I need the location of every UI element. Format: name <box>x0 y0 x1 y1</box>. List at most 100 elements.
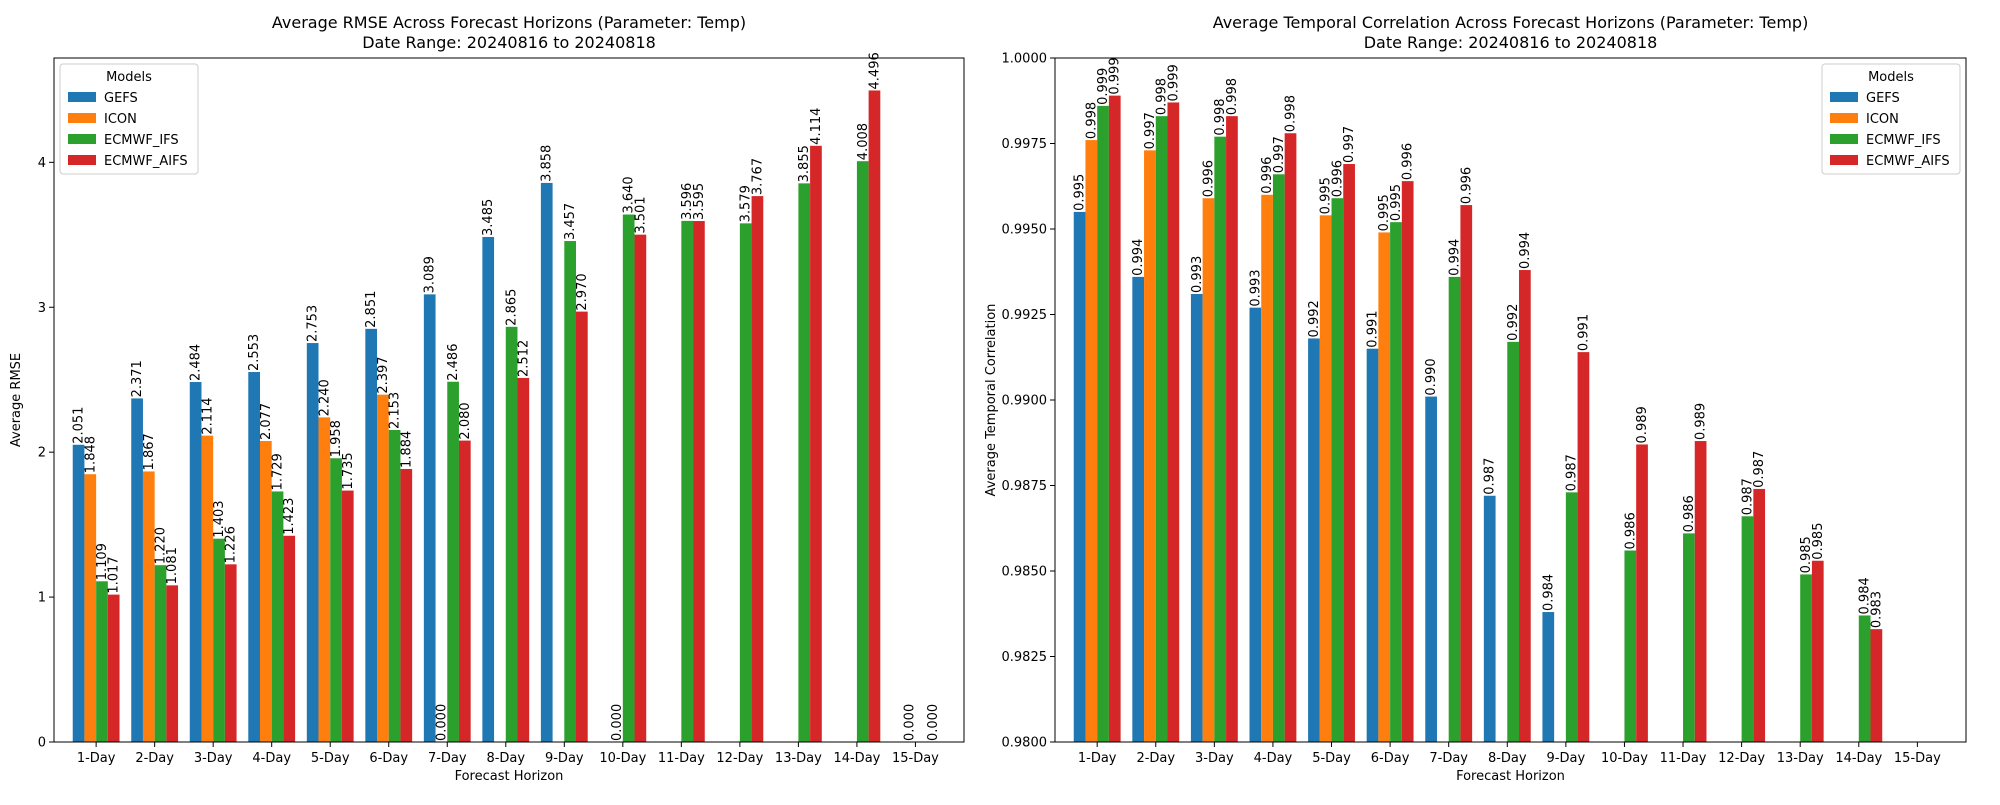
bar-value-label: 0.998 <box>1155 78 1170 115</box>
series-GEFS: 0.995 0.994 0.993 0.993 0.992 0.991 0.990 0.987… <box>1073 174 1556 742</box>
bar-value-label: 1.081 <box>165 547 180 584</box>
bar-value-label: 0.985 <box>1799 536 1814 573</box>
bar <box>248 372 260 742</box>
bar-value-label: 0.995 <box>1319 177 1334 214</box>
x-tick-label: 3-Day <box>194 751 233 766</box>
bar <box>1167 102 1180 742</box>
bar-value-label: 2.080 <box>458 402 473 439</box>
bar <box>306 343 319 742</box>
bar <box>1694 441 1707 742</box>
bar <box>1518 270 1531 742</box>
bar <box>213 538 225 742</box>
x-tick-label: 14-Day <box>1835 751 1882 766</box>
y-tick-label: 0.9825 <box>1002 650 1048 665</box>
legend-title: Models <box>1868 70 1914 85</box>
bar <box>856 161 869 742</box>
bar-value-label: 3.595 <box>692 183 707 220</box>
x-tick-label: 13-Day <box>1777 751 1824 766</box>
bar-value-label: 3.579 <box>739 185 754 222</box>
x-tick-label: 6-Day <box>369 751 408 766</box>
bar-value-label: 1.958 <box>329 420 344 457</box>
bar <box>1308 338 1320 742</box>
x-tick-label: 13-Day <box>775 751 822 766</box>
bar-value-label: 0.990 <box>1424 358 1439 395</box>
x-axis-label: Forecast Horizon <box>455 769 564 784</box>
bar <box>154 565 167 742</box>
bar <box>1261 194 1273 743</box>
bar <box>1284 133 1297 743</box>
bar-value-label: 0.994 <box>1131 239 1146 276</box>
y-tick-label: 0.9900 <box>1002 394 1048 409</box>
chart-1: Average RMSE Across Forecast Horizons (P… <box>9 13 965 784</box>
bar-value-label: 0.994 <box>1518 232 1533 269</box>
bar-value-label: 0.987 <box>1565 454 1580 491</box>
bar-value-label: 0.997 <box>1143 112 1158 149</box>
bar <box>1425 396 1437 742</box>
bar-value-label: 0.996 <box>1260 157 1275 194</box>
bar <box>634 234 647 742</box>
bar-value-label: 0.995 <box>1389 184 1404 221</box>
bar <box>1390 222 1402 742</box>
bar-value-label: 1.735 <box>341 452 356 489</box>
bar-value-label: 2.051 <box>72 407 87 444</box>
y-tick-label: 4 <box>38 156 46 171</box>
x-tick-label: 1-Day <box>1078 751 1117 766</box>
bar-value-label: 2.371 <box>130 360 145 397</box>
x-tick-label: 7-Day <box>428 751 467 766</box>
bar <box>1226 116 1238 742</box>
x-tick-label: 8-Day <box>1488 751 1527 766</box>
legend-entry: ECMWF_AIFS <box>1866 154 1950 169</box>
bar <box>517 377 530 742</box>
bar <box>1800 574 1812 742</box>
y-axis-label: Average Temporal Correlation <box>984 304 999 497</box>
x-tick-label: 9-Day <box>545 751 584 766</box>
bar <box>1483 495 1496 742</box>
bar-value-label: 0.998 <box>1084 102 1099 139</box>
x-axis-label: Forecast Horizon <box>1456 769 1565 784</box>
bar <box>400 468 413 742</box>
legend-swatch <box>68 92 96 102</box>
bar <box>540 182 553 743</box>
bar-value-label: 1.848 <box>83 436 98 473</box>
bar-value-label: 0.998 <box>1213 98 1228 135</box>
bar-value-label: 1.884 <box>399 431 414 468</box>
bar <box>1073 211 1086 742</box>
bar <box>1108 95 1121 743</box>
y-tick-label: 2 <box>38 446 46 461</box>
bar <box>751 196 764 743</box>
legend-title: Models <box>106 70 152 85</box>
bar-value-label: 2.970 <box>575 273 590 310</box>
x-tick-label: 12-Day <box>1718 751 1765 766</box>
bar <box>377 394 389 742</box>
legend-box <box>59 63 199 175</box>
bar <box>365 328 378 742</box>
bar-value-label: 3.485 <box>481 199 496 236</box>
bar-value-label: 1.226 <box>224 526 239 563</box>
bar-value-label: 2.153 <box>388 392 403 429</box>
bar <box>1753 488 1766 742</box>
chart-title: Average Temporal Correlation Across Fore… <box>1213 13 1809 32</box>
bar <box>388 430 401 742</box>
bar <box>1636 444 1648 742</box>
legend-entry: ECMWF_IFS <box>104 133 179 148</box>
bar <box>798 183 811 743</box>
x-tick-label: 11-Day <box>1660 751 1707 766</box>
bar-value-label: 1.220 <box>154 527 169 564</box>
bar-value-label: 3.089 <box>423 256 438 293</box>
bar-value-label: 1.423 <box>282 498 297 535</box>
x-tick-label: 10-Day <box>1601 751 1648 766</box>
bar <box>1624 550 1637 742</box>
bar-value-label: 4.008 <box>856 123 871 160</box>
bar-value-label: 2.512 <box>516 340 531 377</box>
bar <box>1366 348 1379 742</box>
bar <box>1085 140 1098 742</box>
bar <box>1190 293 1203 742</box>
bar-value-label: 3.855 <box>797 145 812 182</box>
y-tick-label: 0.9950 <box>1002 223 1048 238</box>
x-tick-label: 3-Day <box>1195 751 1234 766</box>
bar-value-label: 4.114 <box>809 108 824 145</box>
bar-value-label: 0.989 <box>1635 406 1650 443</box>
bar-value-label: 2.114 <box>200 397 215 434</box>
